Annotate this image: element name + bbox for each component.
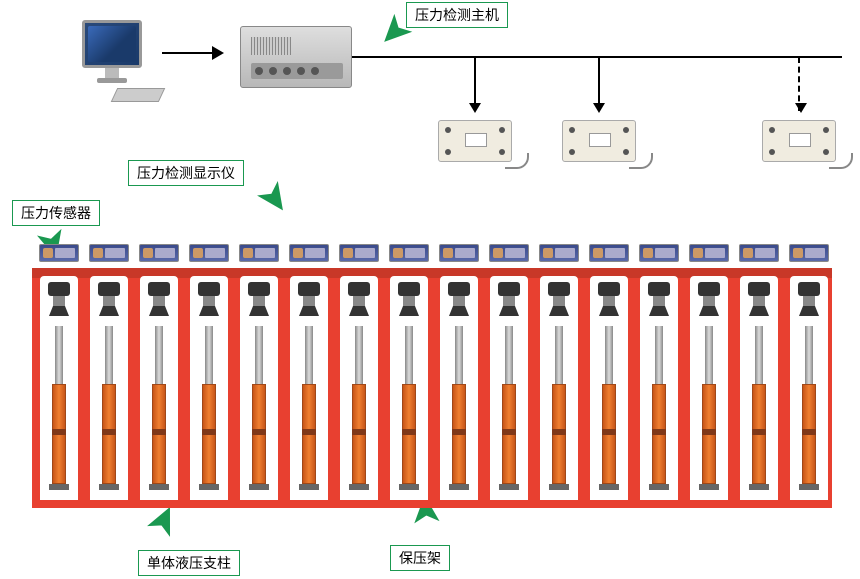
- hydraulic-prop-icon: [152, 326, 166, 494]
- label-main-host: 压力检测主机: [406, 2, 508, 28]
- display-meter-icon: [562, 120, 636, 162]
- mini-display-icon: [689, 244, 729, 262]
- mini-display-icon: [639, 244, 679, 262]
- mini-display-icon: [139, 244, 179, 262]
- main-host-unit-icon: [240, 26, 352, 88]
- hydraulic-prop-icon: [502, 326, 516, 494]
- drop-line-dashed: [798, 57, 800, 111]
- connection-arrow-icon: [162, 52, 222, 54]
- mini-display-icon: [89, 244, 129, 262]
- drop-line: [474, 57, 476, 111]
- label-hydraulic-prop: 单体液压支柱: [138, 550, 240, 576]
- mini-display-icon: [489, 244, 529, 262]
- pressure-sensor-icon: [198, 282, 220, 318]
- pressure-sensor-icon: [448, 282, 470, 318]
- pressure-sensor-icon: [48, 282, 70, 318]
- mini-display-icon: [539, 244, 579, 262]
- mini-display-icon: [189, 244, 229, 262]
- pressure-sensor-icon: [98, 282, 120, 318]
- pressure-sensor-icon: [698, 282, 720, 318]
- callout-arrow-icon: ➤: [384, 21, 405, 42]
- pressure-sensor-icon: [798, 282, 820, 318]
- pressure-sensor-icon: [648, 282, 670, 318]
- bus-line-dashed: [698, 56, 842, 58]
- mini-display-icon: [789, 244, 829, 262]
- hydraulic-prop-icon: [302, 326, 316, 494]
- pressure-sensor-icon: [148, 282, 170, 318]
- pressure-sensor-icon: [498, 282, 520, 318]
- hydraulic-prop-icon: [652, 326, 666, 494]
- hydraulic-prop-icon: [452, 326, 466, 494]
- label-pressure-rack: 保压架: [390, 545, 450, 571]
- pressure-sensor-icon: [248, 282, 270, 318]
- mini-display-icon: [39, 244, 79, 262]
- hydraulic-prop-icon: [552, 326, 566, 494]
- hydraulic-prop-icon: [602, 326, 616, 494]
- callout-arrow-icon: ➤: [157, 506, 170, 533]
- pressure-sensor-icon: [748, 282, 770, 318]
- pressure-sensor-icon: [548, 282, 570, 318]
- hydraulic-prop-icon: [752, 326, 766, 494]
- pressure-sensor-icon: [348, 282, 370, 318]
- mini-display-icon: [339, 244, 379, 262]
- mini-display-icon: [439, 244, 479, 262]
- computer-icon: [82, 20, 142, 83]
- hydraulic-prop-icon: [352, 326, 366, 494]
- hydraulic-prop-icon: [702, 326, 716, 494]
- callout-arrow-icon: ➤: [266, 186, 283, 211]
- hydraulic-prop-icon: [202, 326, 216, 494]
- pressure-sensor-icon: [298, 282, 320, 318]
- mini-display-icon: [239, 244, 279, 262]
- mini-display-icon: [389, 244, 429, 262]
- mini-display-icon: [589, 244, 629, 262]
- hydraulic-prop-icon: [402, 326, 416, 494]
- mini-display-icon: [289, 244, 329, 262]
- hydraulic-prop-icon: [52, 326, 66, 494]
- display-meter-icon: [438, 120, 512, 162]
- mini-display-icon: [739, 244, 779, 262]
- pressure-sensor-icon: [598, 282, 620, 318]
- label-display-meter: 压力检测显示仪: [128, 160, 244, 186]
- pressure-sensor-icon: [398, 282, 420, 318]
- display-meter-icon: [762, 120, 836, 162]
- hydraulic-prop-icon: [252, 326, 266, 494]
- hydraulic-prop-icon: [102, 326, 116, 494]
- label-sensor: 压力传感器: [12, 200, 100, 226]
- hydraulic-prop-icon: [802, 326, 816, 494]
- drop-line: [598, 57, 600, 111]
